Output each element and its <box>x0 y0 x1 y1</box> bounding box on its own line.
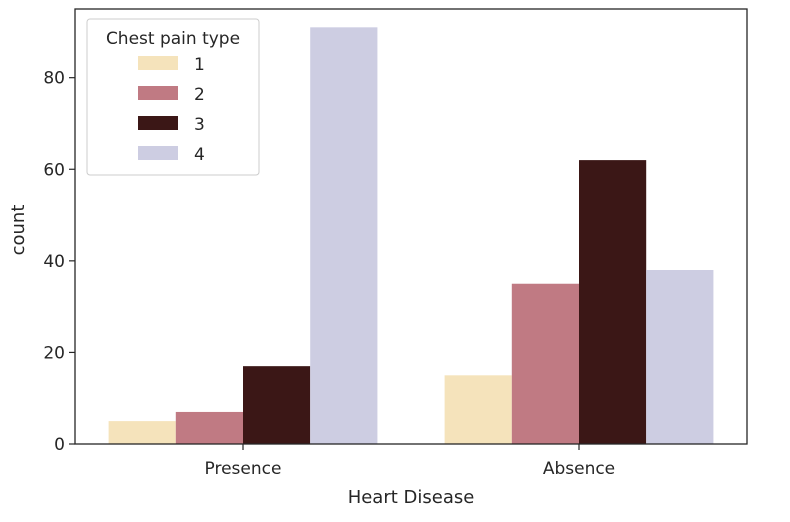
bar-absence-type-4 <box>646 270 714 444</box>
bars <box>108 27 714 445</box>
y-tick-label: 80 <box>43 69 65 89</box>
bar-presence-type-4 <box>310 27 378 444</box>
y-tick-label: 60 <box>43 160 65 180</box>
bar-presence-type-3 <box>243 366 311 444</box>
legend-label-1: 1 <box>194 55 205 75</box>
legend-label-4: 4 <box>194 145 205 165</box>
y-tick-label: 20 <box>43 343 65 363</box>
y-tick-label: 40 <box>43 252 65 272</box>
x-tick-label: Absence <box>543 459 615 479</box>
legend-label-2: 2 <box>194 85 205 105</box>
legend-swatch-2 <box>138 86 178 100</box>
legend: Chest pain type 1 2 3 4 <box>86 18 260 176</box>
bar-absence-type-1 <box>444 375 512 444</box>
y-tick-label: 0 <box>54 435 65 455</box>
bar-absence-type-3 <box>579 160 647 445</box>
legend-title: Chest pain type <box>106 29 240 49</box>
legend-swatch-1 <box>138 56 178 70</box>
bar-presence-type-2 <box>175 411 243 444</box>
x-axis-label: Heart Disease <box>348 487 475 508</box>
x-axis: Presence Absence <box>205 444 615 479</box>
legend-swatch-3 <box>138 116 178 130</box>
plot-frame <box>74 8 748 445</box>
y-axis-label: count <box>8 205 29 256</box>
legend-label-3: 3 <box>194 115 205 135</box>
legend-swatch-4 <box>138 146 178 160</box>
x-tick-label: Presence <box>205 459 282 479</box>
y-axis: 0 20 40 60 80 <box>43 69 75 455</box>
bar-presence-type-1 <box>108 421 176 444</box>
bar-absence-type-2 <box>511 283 579 444</box>
